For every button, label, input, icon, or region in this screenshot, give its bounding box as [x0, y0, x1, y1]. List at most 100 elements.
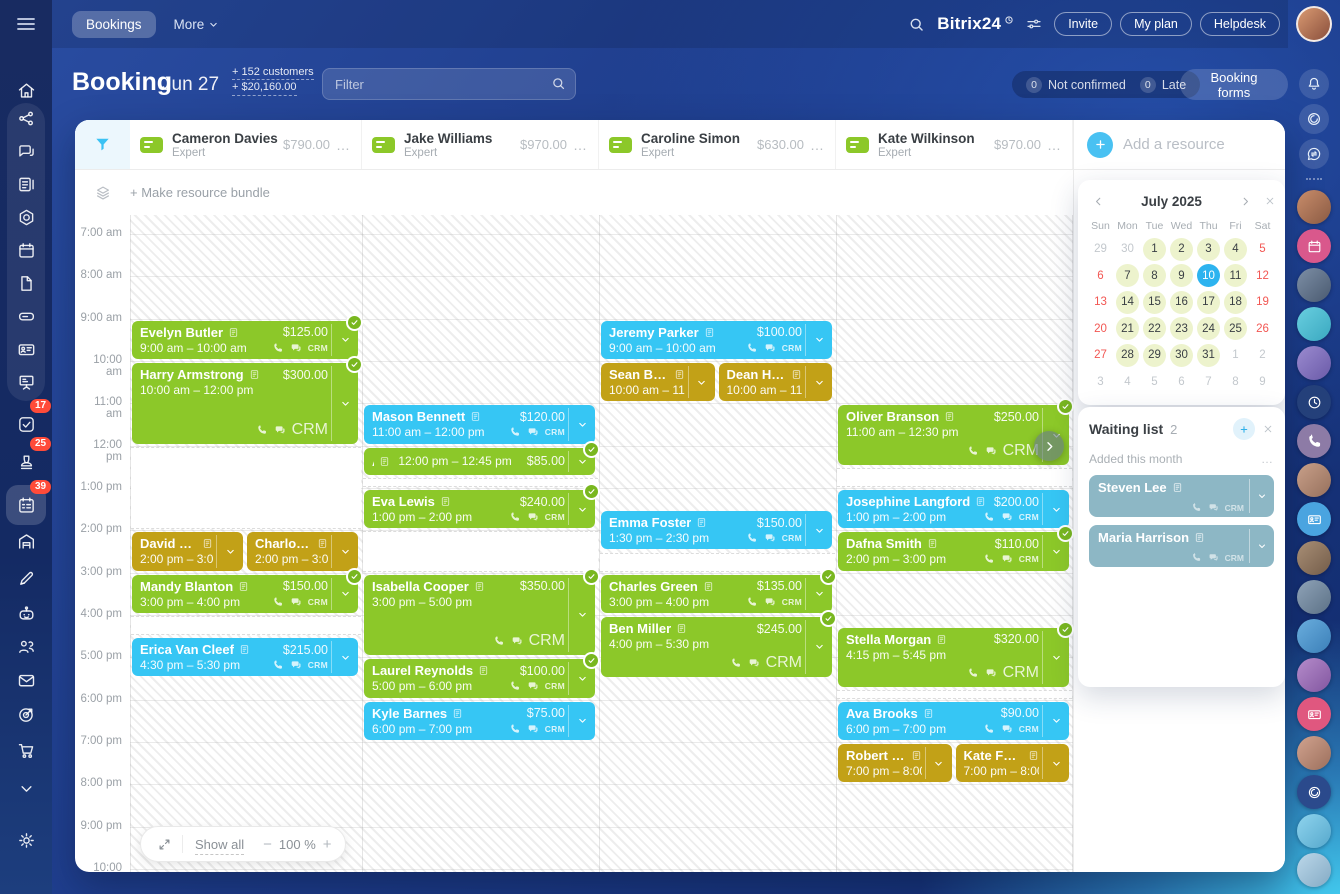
- calendar-day[interactable]: 5: [1151, 375, 1158, 388]
- next-month-button[interactable]: [1234, 195, 1256, 208]
- event-expand-button[interactable]: [805, 577, 832, 610]
- waiting-expand-button[interactable]: [1249, 479, 1274, 513]
- chat-avatar[interactable]: [1297, 463, 1331, 497]
- booking-event[interactable]: Eva Lewis $240.00 1:00 pm – 2:00 pm CRM: [364, 483, 600, 529]
- resource-header[interactable]: Caroline Simon Expert $630.00…: [599, 120, 836, 169]
- sidebar-item-ai-bot[interactable]: [9, 597, 43, 631]
- calendar-day[interactable]: 3: [1195, 236, 1222, 263]
- calendar-day[interactable]: 7: [1114, 263, 1141, 290]
- topbar-action-helpdesk[interactable]: Helpdesk: [1199, 12, 1280, 36]
- chat-avatar[interactable]: [1297, 307, 1331, 341]
- event-expand-button[interactable]: [1042, 747, 1069, 780]
- waiting-expand-button[interactable]: [1249, 529, 1274, 563]
- make-bundle-link[interactable]: + Make resource bundle: [130, 185, 270, 200]
- calendar-day[interactable]: 12: [1256, 269, 1269, 282]
- event-expand-button[interactable]: [805, 323, 832, 356]
- customers-stat[interactable]: + 152 customers: [232, 65, 314, 81]
- booking-event[interactable]: Jeremy Parker $100.00 9:00 am – 10:00 am CR…: [601, 320, 832, 359]
- zoom-out-button[interactable]: −: [256, 836, 279, 853]
- sidebar-item-messenger[interactable]: [9, 134, 43, 168]
- rail-button-copilot[interactable]: [1299, 104, 1329, 134]
- calendar-day[interactable]: 25: [1222, 316, 1249, 343]
- event-expand-button[interactable]: [1042, 704, 1069, 737]
- calendar-day[interactable]: 8: [1232, 375, 1239, 388]
- calendar-day[interactable]: 4: [1222, 236, 1249, 263]
- event-expand-button[interactable]: [924, 747, 952, 780]
- calendar-day[interactable]: 1: [1232, 349, 1239, 362]
- chat-avatar[interactable]: [1297, 736, 1331, 770]
- chat-avatar-idcard[interactable]: [1297, 697, 1331, 731]
- chat-avatar[interactable]: [1297, 853, 1331, 887]
- sidebar-item-drive[interactable]: [9, 299, 43, 333]
- booking-event[interactable]: Josephine Langford $200.00 1:00 pm – 2:00 …: [838, 490, 1069, 529]
- booking-event[interactable]: Ava Brooks $90.00 6:00 pm – 7:00 pm CRM: [838, 701, 1069, 740]
- sidebar-item-store[interactable]: [9, 733, 43, 767]
- mini-calendar-close-button[interactable]: [1256, 195, 1276, 207]
- booking-forms-button[interactable]: Booking forms: [1180, 69, 1288, 100]
- resource-header[interactable]: Jake Williams Expert $970.00…: [362, 120, 599, 169]
- available-slot[interactable]: [363, 531, 598, 572]
- calendar-day[interactable]: 7: [1205, 375, 1212, 388]
- chat-avatar[interactable]: [1297, 541, 1331, 575]
- booking-event[interactable]: Charlotte…2:00 pm – 3:00 p: [247, 532, 358, 571]
- booking-event[interactable]: Mason Bennett $120.00 11:00 am – 12:00 pm C…: [364, 405, 595, 444]
- sidebar-item-more[interactable]: [9, 771, 43, 805]
- waiting-list-entry[interactable]: Steven Lee CRM: [1089, 475, 1274, 517]
- chat-avatar-copilot[interactable]: [1297, 775, 1331, 809]
- calendar-day[interactable]: 30: [1168, 342, 1195, 369]
- sidebar-item-contacts[interactable]: [9, 332, 43, 366]
- current-date[interactable]: Jun 27: [162, 74, 220, 95]
- chat-avatar[interactable]: [1297, 814, 1331, 848]
- calendar-day[interactable]: 8: [1141, 263, 1168, 290]
- sidebar-item-home[interactable]: [9, 73, 43, 107]
- sidebar-item-warehouse[interactable]: [9, 524, 43, 558]
- event-expand-button[interactable]: [331, 366, 358, 441]
- booking-event[interactable]: Isabella Cooper $350.00 3:00 pm – 5:00 pm C…: [364, 567, 600, 656]
- show-all-button[interactable]: Show all: [183, 836, 256, 855]
- calendar-day[interactable]: 5: [1259, 243, 1266, 256]
- resource-menu-button[interactable]: …: [573, 136, 588, 153]
- calendar-day[interactable]: 13: [1094, 296, 1107, 309]
- chat-avatar[interactable]: [1297, 346, 1331, 380]
- event-expand-button[interactable]: [687, 366, 715, 399]
- calendar-day[interactable]: 10: [1195, 263, 1222, 290]
- event-expand-button[interactable]: [568, 662, 595, 695]
- event-expand-button[interactable]: [568, 704, 595, 737]
- calendar-day[interactable]: 29: [1141, 342, 1168, 369]
- filter-input[interactable]: [322, 68, 576, 100]
- grid-filter-cell[interactable]: [75, 120, 130, 169]
- booking-event[interactable]: Ben Miller $245.00 4:00 pm – 5:30 pm CRM: [601, 610, 837, 677]
- calendar-day[interactable]: 14: [1114, 289, 1141, 316]
- event-expand-button[interactable]: [331, 641, 358, 674]
- event-expand-button[interactable]: [568, 577, 595, 653]
- calendar-day[interactable]: 6: [1178, 375, 1185, 388]
- zoom-in-button[interactable]: +: [316, 836, 339, 853]
- resource-header[interactable]: Cameron Davies Expert $790.00…: [130, 120, 362, 169]
- booking-event[interactable]: Stella Morgan $320.00 4:15 pm – 5:45 pm CRM: [838, 620, 1074, 688]
- chat-avatar[interactable]: [1297, 268, 1331, 302]
- waiting-list-entry[interactable]: Maria Harrison CRM: [1089, 525, 1274, 567]
- available-slot[interactable]: [131, 446, 361, 530]
- available-slot[interactable]: [837, 690, 1072, 699]
- calendar-day[interactable]: 1: [1141, 236, 1168, 263]
- booking-event[interactable]: Sean Baker10:00 am – 11:00: [601, 363, 715, 402]
- sidebar-item-hr[interactable]: [9, 629, 43, 663]
- calendar-day[interactable]: 9: [1168, 263, 1195, 290]
- booking-event[interactable]: Dean Har…10:00 am – 11:00: [718, 363, 832, 402]
- event-expand-button[interactable]: [568, 450, 595, 473]
- calendar-day[interactable]: 22: [1141, 316, 1168, 343]
- nav-more-menu[interactable]: More: [174, 17, 221, 32]
- user-avatar[interactable]: [1296, 6, 1332, 42]
- resource-menu-button[interactable]: …: [1047, 136, 1062, 153]
- booking-event[interactable]: Dafna Smith $110.00 2:00 pm – 3:00 pm CRM: [838, 525, 1074, 571]
- calendar-day[interactable]: 31: [1195, 342, 1222, 369]
- waiting-list-more-button[interactable]: …: [1261, 452, 1274, 466]
- revenue-stat[interactable]: + $20,160.00: [232, 80, 297, 96]
- booking-event[interactable]: Evelyn Butler $125.00 9:00 am – 10:00 am CR…: [132, 313, 363, 359]
- event-expand-button[interactable]: [216, 535, 243, 568]
- status-filters[interactable]: 0 Not confirmed 0 Late: [1012, 71, 1201, 98]
- waiting-list-add-button[interactable]: [1233, 418, 1255, 440]
- calendar-day[interactable]: 28: [1114, 342, 1141, 369]
- chat-avatar[interactable]: [1297, 190, 1331, 224]
- calendar-day[interactable]: 2: [1168, 236, 1195, 263]
